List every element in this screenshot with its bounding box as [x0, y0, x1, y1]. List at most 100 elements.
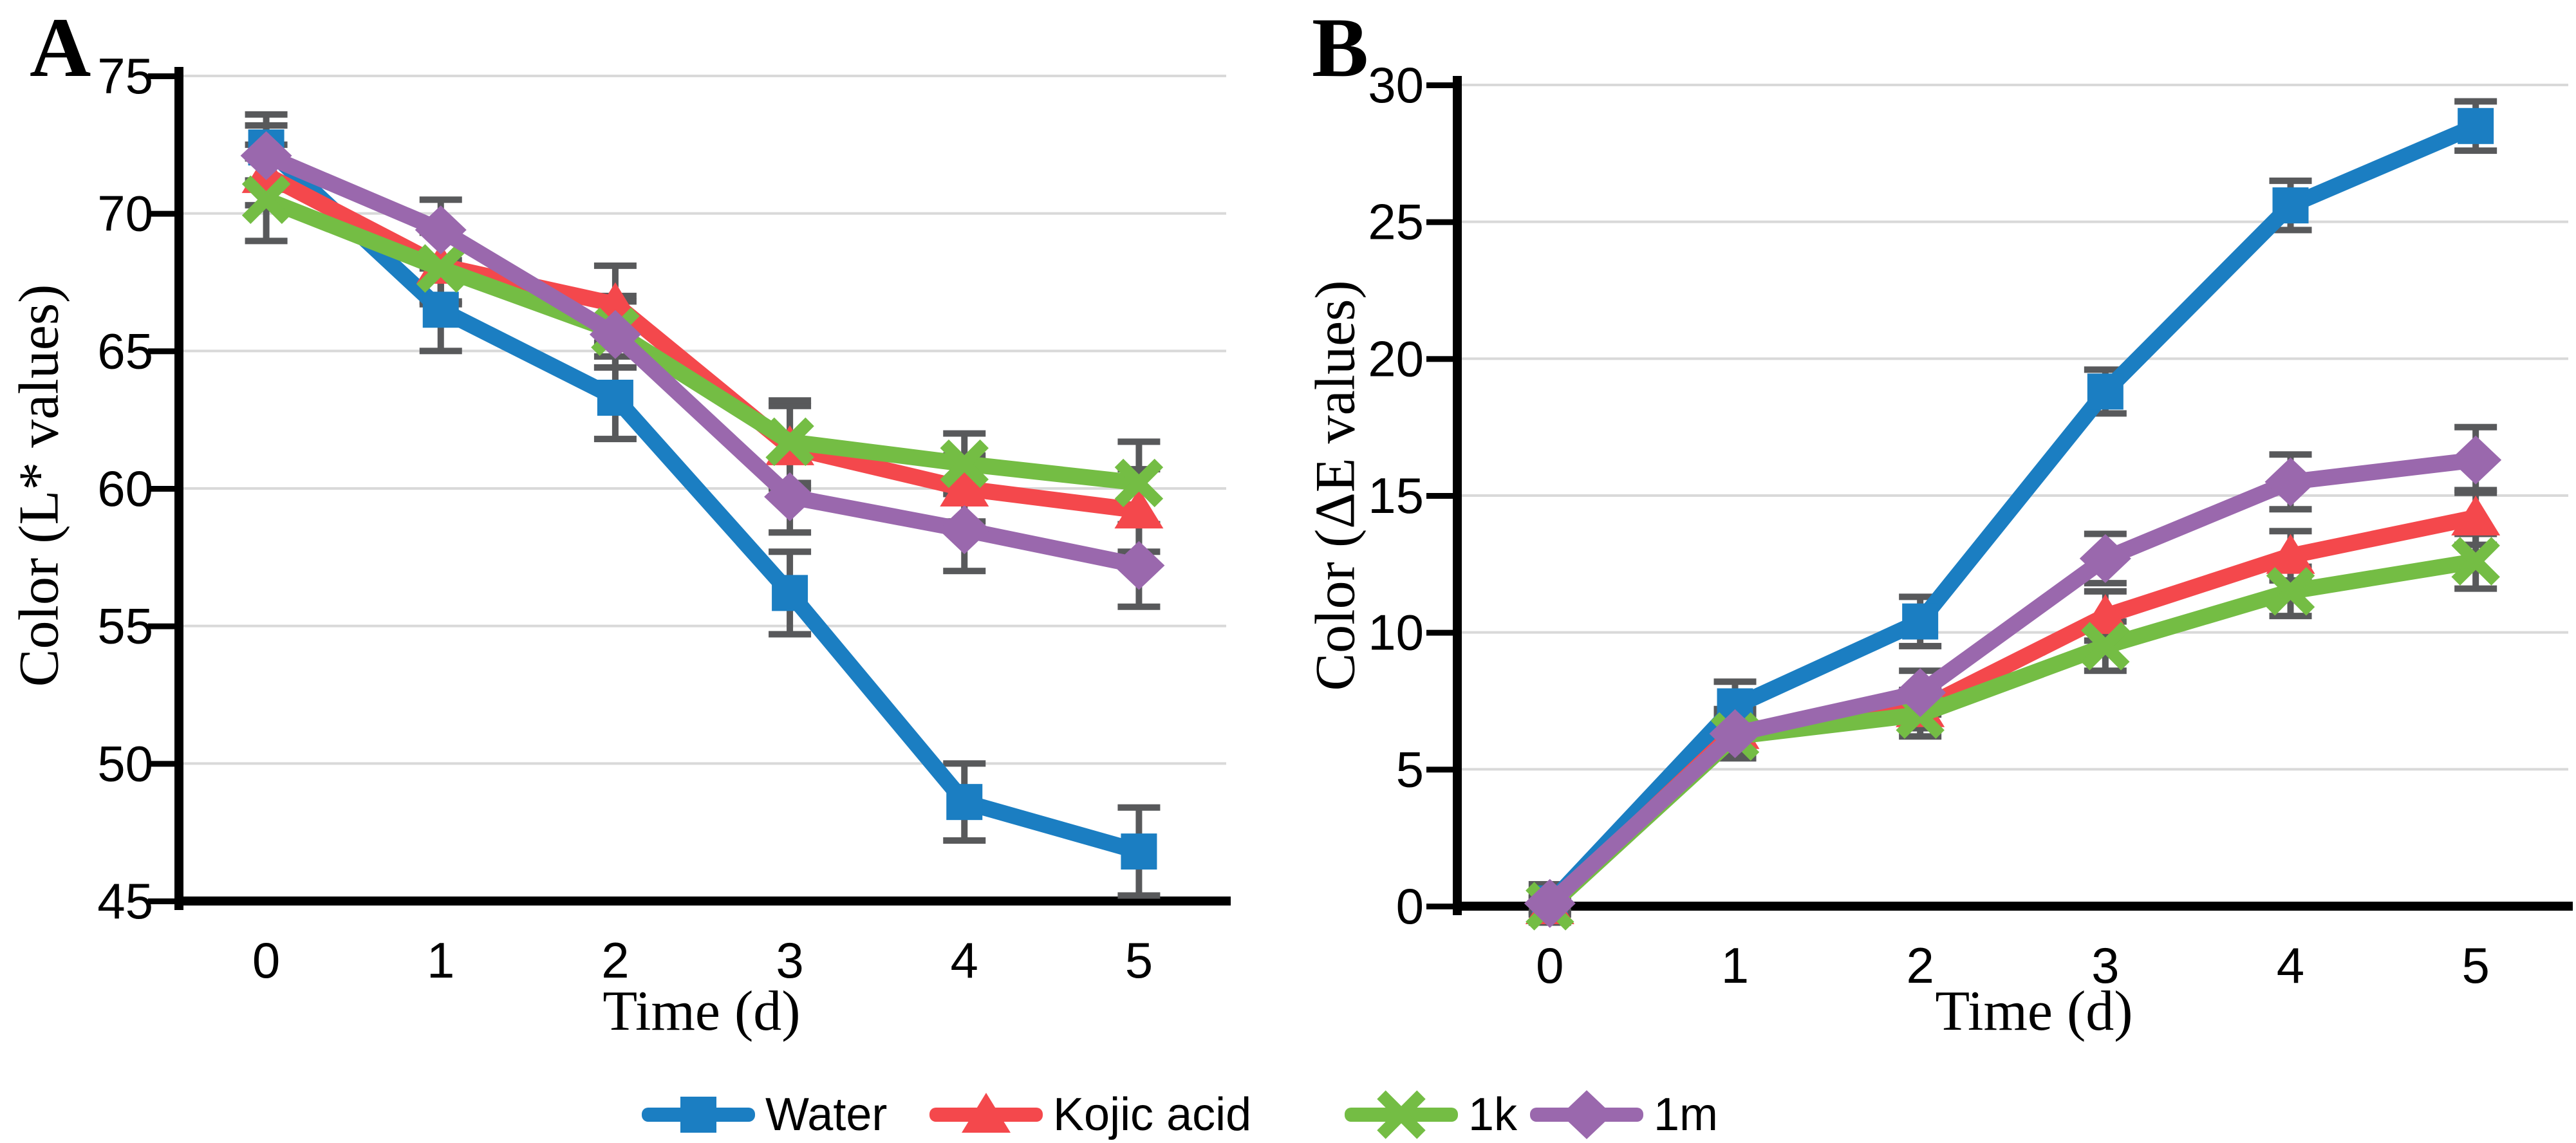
gridline — [1457, 220, 2568, 223]
error-bar-cap — [769, 529, 812, 536]
gridline — [179, 624, 1226, 627]
error-bar-cap — [593, 436, 637, 443]
marker-kojic-acid — [2080, 594, 2130, 635]
marker-1m — [1524, 878, 1576, 928]
panel-b: 0 5 10 15 20 25 30 0 1 2 3 4 5 — [1368, 57, 2573, 994]
legend-item-1m: 1m — [1530, 1089, 1718, 1140]
error-bar-cap — [419, 348, 462, 355]
legend-label-1m: 1m — [1654, 1089, 1718, 1140]
error-bar-cap — [245, 111, 288, 118]
error-bar-cap — [2454, 423, 2497, 431]
y-tick-label: 15 — [1368, 467, 1424, 524]
x-axis-line — [1453, 902, 2573, 911]
error-bar-cap — [593, 262, 637, 269]
error-bar-cap — [2269, 528, 2312, 535]
y-tick-label: 0 — [1396, 878, 1424, 934]
y-tick-mark — [1426, 219, 1457, 225]
error-bar-cap — [2269, 506, 2312, 513]
marker-kojic-acid — [2451, 496, 2501, 536]
error-bar-cap — [2454, 98, 2497, 105]
x-tick-label: 0 — [252, 932, 280, 989]
panel-letter-b: B — [1312, 0, 1369, 95]
marker-water — [2272, 187, 2309, 224]
marker-1k — [2081, 622, 2130, 671]
error-bar-cap — [2269, 613, 2312, 620]
x-tick-label: 5 — [2461, 937, 2489, 994]
gridline — [1457, 84, 2568, 86]
marker-1m — [2079, 534, 2131, 583]
error-bar-cap — [1117, 603, 1161, 610]
marker-water — [422, 292, 459, 328]
y-tick-label: 70 — [97, 185, 153, 242]
y-tick-label: 25 — [1368, 194, 1424, 250]
marker-1k — [765, 417, 814, 467]
marker-1m — [589, 310, 641, 359]
marker-1k — [940, 439, 989, 488]
series-line-water — [1542, 118, 2484, 912]
legend-marker-1k — [1377, 1090, 1426, 1139]
error-bar-cap — [245, 237, 288, 245]
y-tick-label: 45 — [97, 873, 153, 929]
y-tick-mark — [148, 486, 179, 492]
series-line-1k — [1542, 553, 2484, 915]
legend-label-kojic-acid: Kojic acid — [1053, 1089, 1251, 1140]
error-bar-cap — [769, 631, 812, 638]
y-tick-mark — [148, 761, 179, 767]
error-bar-cap — [2084, 530, 2127, 537]
y-tick-mark — [1426, 82, 1457, 88]
error-bar-cap — [2454, 147, 2497, 154]
error-bar-cap — [1899, 642, 1942, 649]
legend-marker-water — [680, 1097, 716, 1133]
y-tick-mark — [148, 73, 179, 79]
legend-marker-kojic-acid — [962, 1093, 1011, 1133]
marker-water — [1902, 603, 1939, 640]
gridline — [179, 349, 1226, 353]
marker-water — [772, 575, 808, 611]
series-line-water — [258, 139, 1147, 860]
error-bar-cap — [943, 760, 986, 767]
legend-item-water: Water — [642, 1089, 887, 1140]
error-bar-cap — [2084, 580, 2127, 587]
x-tick-label: 2 — [601, 932, 629, 989]
error-bar-cap — [2084, 410, 2127, 417]
error-bar-cap — [2269, 177, 2312, 184]
y-tick-mark — [1426, 493, 1457, 499]
error-bar-cap — [2269, 451, 2312, 458]
error-bar-cap — [1117, 804, 1161, 811]
marker-water — [1121, 833, 1157, 870]
legend: Water Kojic acid 1k 1m — [642, 1089, 1718, 1140]
marker-1k — [1114, 458, 1164, 508]
x-axis-line — [174, 897, 1231, 906]
error-bar-cap — [1117, 438, 1161, 445]
gridline — [179, 762, 1226, 765]
marker-1m — [764, 472, 816, 521]
x-tick-label: 5 — [1125, 932, 1153, 989]
marker-1k — [2451, 537, 2500, 586]
marker-1m — [1709, 709, 1761, 759]
marker-kojic-acid — [1114, 488, 1164, 529]
error-bar-cap — [593, 364, 637, 371]
y-tick-label: 5 — [1396, 741, 1424, 797]
x-tick-label: 1 — [1721, 937, 1749, 994]
error-bar-cap — [943, 837, 986, 844]
series-line-1m — [258, 147, 1147, 574]
y-tick-mark — [1426, 629, 1457, 636]
y-tick-mark — [148, 348, 179, 355]
marker-1m — [1113, 541, 1165, 590]
series-line-1k — [258, 191, 1147, 491]
error-bar-cap — [769, 548, 812, 555]
legend-marker-1m — [1561, 1090, 1612, 1139]
marker-1m — [2450, 435, 2502, 485]
legend-label-1k: 1k — [1468, 1089, 1518, 1140]
x-tick-label: 4 — [2277, 937, 2304, 994]
panel-letter-a: A — [30, 0, 91, 95]
marker-1m — [1894, 668, 1946, 718]
y-tick-mark — [1426, 904, 1457, 909]
x-tick-label: 3 — [776, 932, 803, 989]
y-tick-label: 20 — [1368, 330, 1424, 387]
error-bar-cap — [419, 196, 462, 203]
marker-water — [2087, 373, 2123, 410]
error-bar-cap — [1713, 678, 1757, 685]
